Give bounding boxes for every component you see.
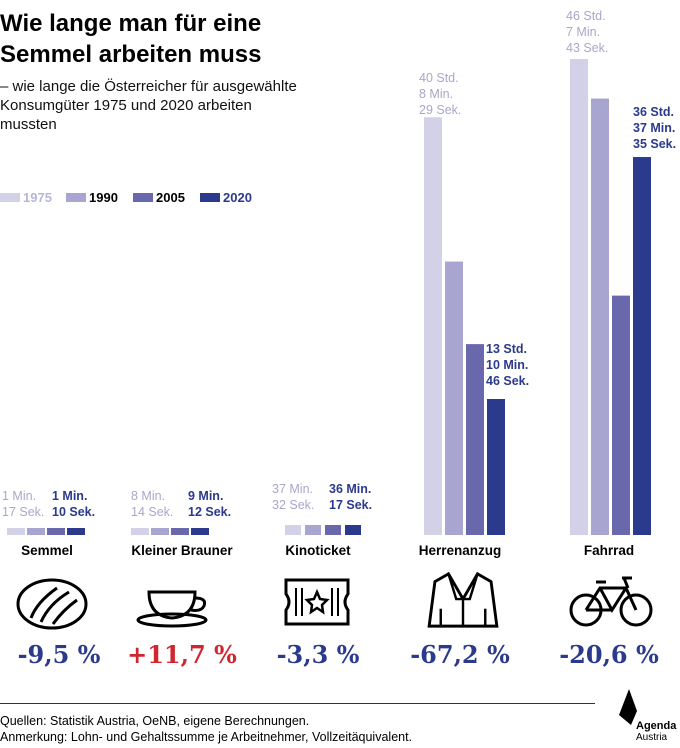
bar-kinoticket-1990 [305,525,321,535]
coffee-cup-icon [136,590,208,628]
value-label-kinoticket-2020: 36 Min. 17 Sek. [329,482,373,512]
value-label-herrenanzug-2020: 13 Std. 10 Min. 46 Sek. [486,342,530,388]
bicycle-icon [569,576,653,627]
bar-fahrrad-2020 [633,157,651,535]
change-label-kinoticket: -3,3 % [276,640,360,669]
legend-swatch-1975 [0,193,20,202]
agenda-austria-logo [619,689,637,725]
chart-subtitle: – wie lange die Österreicher für ausgewä… [0,78,297,133]
bar-fahrrad-1975 [570,59,588,535]
legend-swatch-1990 [66,193,86,202]
category-label-herrenanzug: Herrenanzug [418,543,502,558]
footer: Quellen: Statistik Austria, OeNB, eigene… [0,713,600,745]
category-label-kinoticket: Kinoticket [285,543,351,558]
bar-herrenanzug-1975 [424,117,442,536]
legend-label-1990: 1990 [89,190,118,205]
bar-kleiner-brauner-1975 [131,528,149,535]
legend-item-1990: 1990 [66,190,118,205]
footer-sources: Quellen: Statistik Austria, OeNB, eigene… [0,714,310,728]
bar-kinoticket-1975 [285,525,301,535]
bar-herrenanzug-2020 [487,399,505,535]
ticket-icon [284,578,350,626]
suit-icon [427,571,499,628]
bar-kleiner-brauner-2020 [191,528,209,535]
change-label-kleiner-brauner: +11,7 % [127,640,237,669]
value-label-fahrrad-2020: 36 Std. 37 Min. 35 Sek. [633,105,677,151]
bar-kinoticket-2020 [345,525,361,535]
bar-herrenanzug-1990 [445,261,463,535]
category-label-kleiner-brauner: Kleiner Brauner [131,543,233,558]
legend-item-2020: 2020 [200,190,252,205]
legend-label-1975: 1975 [23,190,52,205]
bar-kleiner-brauner-2005 [171,528,189,535]
bar-semmel-1990 [27,528,45,535]
legend-label-2005: 2005 [156,190,185,205]
value-label-fahrrad-1975: 46 Std. 7 Min. 43 Sek. [566,9,609,55]
logo-name: Agenda [636,720,677,732]
change-label-semmel: -9,5 % [17,640,101,669]
category-label-semmel: Semmel [21,543,73,558]
value-label-semmel-1975: 1 Min. 17 Sek. [2,489,45,519]
bar-semmel-2020 [67,528,85,535]
change-label-herrenanzug: -67,2 % [410,640,510,669]
bread-icon [16,578,88,630]
value-label-semmel-2020: 1 Min. 10 Sek. [52,489,96,519]
logo-subtitle: Austria [636,732,668,743]
category-label-fahrrad: Fahrrad [583,543,635,558]
value-label-herrenanzug-1975: 40 Std. 8 Min. 29 Sek. [419,71,462,117]
bar-semmel-1975 [7,528,25,535]
chart-title: Wie lange man für eine Semmel arbeiten m… [0,10,262,68]
bar-chart [7,59,651,536]
legend-swatch-2020 [200,193,220,202]
change-label-fahrrad: -20,6 % [559,640,659,669]
bar-semmel-2005 [47,528,65,535]
value-label-kinoticket-1975: 37 Min. 32 Sek. [272,482,315,512]
value-label-kleiner-brauner-2020: 9 Min. 12 Sek. [188,489,232,519]
legend-item-2005: 2005 [133,190,185,205]
bar-kinoticket-2005 [325,525,341,535]
legend-item-1975: 1975 [0,190,52,205]
bar-fahrrad-1990 [591,98,609,536]
value-label-kleiner-brauner-1975: 8 Min. 14 Sek. [131,489,174,519]
legend-swatch-2005 [133,193,153,202]
footer-note: Anmerkung: Lohn- und Gehaltssumme je Arb… [0,730,413,744]
footer-divider [0,703,595,704]
bar-herrenanzug-2005 [466,344,484,535]
legend-label-2020: 2020 [223,190,252,205]
bar-kleiner-brauner-1990 [151,528,169,535]
bar-fahrrad-2005 [612,295,630,535]
